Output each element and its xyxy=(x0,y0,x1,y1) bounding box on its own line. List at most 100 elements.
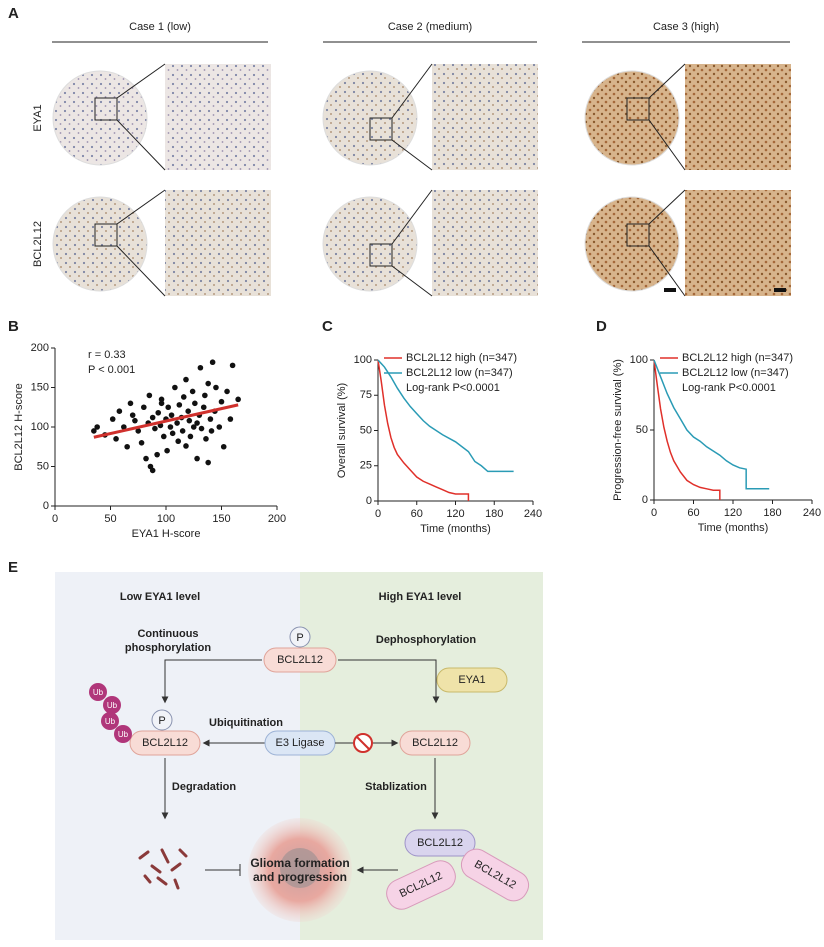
point xyxy=(155,409,162,416)
ubiquitin-chain: Ub Ub Ub Ub xyxy=(89,683,132,743)
x-tick-label: 120 xyxy=(446,508,464,520)
panel-label: A xyxy=(8,5,19,22)
tissue-core xyxy=(584,196,680,292)
point xyxy=(160,433,167,440)
protein xyxy=(263,647,337,673)
section-title: High EYA1 level xyxy=(379,591,462,603)
x-tick-label: 0 xyxy=(52,513,58,525)
point xyxy=(149,414,156,421)
point xyxy=(141,404,147,411)
point xyxy=(186,417,193,424)
fragments xyxy=(138,848,188,890)
y-tick-label: 100 xyxy=(630,354,648,366)
y-axis-label: BCL2L12 H-score xyxy=(13,383,25,470)
point xyxy=(205,459,211,466)
point xyxy=(158,396,165,403)
point xyxy=(169,430,176,437)
x-tick-label: 50 xyxy=(104,513,116,525)
legend-label: BCL2L12 high (n=347) xyxy=(406,352,517,364)
annotation: Log-rank P<0.0001 xyxy=(406,382,500,394)
survival-curve xyxy=(653,359,721,500)
protein xyxy=(386,860,456,910)
ub xyxy=(103,696,121,714)
protein-label: BCL2L12 xyxy=(412,737,458,749)
zoom-box xyxy=(369,243,393,267)
zoom-line xyxy=(391,63,433,119)
point xyxy=(229,362,236,369)
point xyxy=(121,424,127,430)
fit-line xyxy=(93,403,239,439)
step-label: Dephosphorylation xyxy=(376,634,477,646)
step-label: Degradation xyxy=(172,781,236,793)
x-tick-label: 200 xyxy=(268,513,286,525)
phospho-label: P xyxy=(158,715,165,727)
protein-label: BCL2L12 xyxy=(277,654,323,666)
zoom-line xyxy=(648,119,686,171)
section-title: Low EYA1 level xyxy=(120,591,200,603)
glioma-core xyxy=(280,848,320,888)
row-label: BCL2L12 xyxy=(32,221,44,267)
point xyxy=(224,388,230,395)
point xyxy=(200,404,207,411)
point xyxy=(235,396,241,403)
y-tick-label: 100 xyxy=(31,421,49,433)
x-tick-label: 60 xyxy=(687,507,699,519)
point xyxy=(205,380,211,387)
point xyxy=(175,438,182,445)
point xyxy=(192,400,198,407)
point xyxy=(180,394,187,400)
ub-label: Ub xyxy=(107,701,118,710)
zoom-line xyxy=(391,265,433,297)
point xyxy=(183,443,189,449)
x-tick-label: 0 xyxy=(651,507,657,519)
phospho xyxy=(151,709,173,731)
point xyxy=(113,436,119,442)
point xyxy=(146,392,153,399)
y-tick-label: 50 xyxy=(360,424,372,436)
arrow xyxy=(338,659,440,704)
point xyxy=(167,424,174,430)
zoom-image xyxy=(165,190,271,296)
point xyxy=(116,408,123,415)
y-tick-label: 25 xyxy=(360,460,372,472)
x-tick-label: 240 xyxy=(803,507,821,519)
x-tick-label: 240 xyxy=(524,508,542,520)
y-tick-label: 0 xyxy=(43,500,49,512)
survival-curve xyxy=(377,359,470,501)
point xyxy=(172,384,178,391)
point xyxy=(216,424,223,430)
step-label: Continuous xyxy=(137,628,198,640)
panel-label: B xyxy=(8,318,19,335)
point xyxy=(176,402,183,408)
annotation: r = 0.33 xyxy=(88,349,126,361)
point xyxy=(227,416,234,422)
zoom-line xyxy=(391,139,433,171)
protein-label: BCL2L12 xyxy=(417,837,463,849)
zoom-line xyxy=(648,63,686,99)
point xyxy=(213,384,219,391)
enzyme-label: EYA1 xyxy=(458,674,485,686)
tissue-core xyxy=(52,196,148,292)
zoom-box xyxy=(94,97,118,121)
y-tick-label: 75 xyxy=(360,389,372,401)
ub-label: Ub xyxy=(118,730,129,739)
legend-label: BCL2L12 low (n=347) xyxy=(406,367,513,379)
phospho-label: P xyxy=(296,632,303,644)
point xyxy=(207,416,214,422)
zoom-line xyxy=(116,63,166,99)
row-label: EYA1 xyxy=(32,104,44,131)
point xyxy=(164,447,170,454)
zoom-image xyxy=(432,64,538,170)
point xyxy=(143,455,149,462)
legend-label: BCL2L12 low (n=347) xyxy=(682,367,789,379)
zoom-line xyxy=(116,245,166,297)
point xyxy=(168,412,175,418)
scale-bar xyxy=(774,288,786,292)
case-title: Case 1 (low) xyxy=(129,21,191,33)
point xyxy=(132,417,138,424)
block-sign xyxy=(356,736,370,750)
y-tick-label: 150 xyxy=(31,381,49,393)
point xyxy=(165,404,172,411)
protein-label: BCL2L12 xyxy=(142,737,188,749)
y-tick-label: 100 xyxy=(354,354,372,366)
